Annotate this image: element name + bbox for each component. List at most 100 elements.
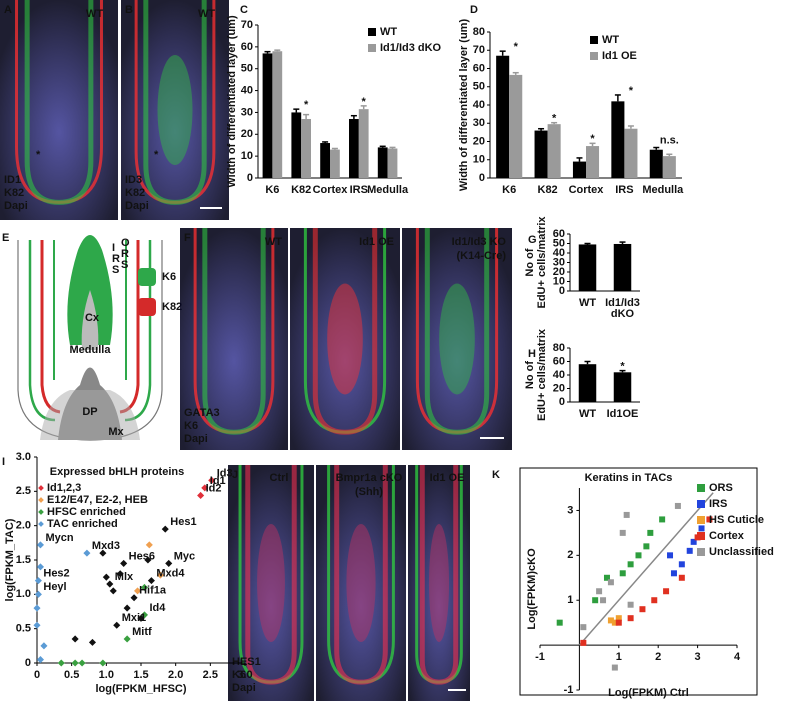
x-tick-label: K82 bbox=[538, 184, 558, 196]
x-tick-label: Cortex bbox=[569, 184, 605, 196]
x-tick-label: 2.0 bbox=[168, 669, 183, 681]
x-tick-label: WT bbox=[579, 408, 596, 420]
legend-label: WT bbox=[380, 26, 397, 38]
bar bbox=[496, 55, 510, 178]
stain-label: K82 bbox=[125, 187, 145, 199]
legend-label: Unclassified bbox=[709, 546, 774, 558]
x-tick-label: Id1OE bbox=[607, 408, 639, 420]
point bbox=[109, 587, 117, 595]
y-tick-label: 20 bbox=[553, 266, 565, 278]
y-axis-label: log(FPKM_TAC) bbox=[4, 518, 16, 601]
point bbox=[659, 516, 666, 523]
point bbox=[71, 659, 79, 667]
y-tick-label: 10 bbox=[241, 150, 253, 162]
point bbox=[706, 516, 713, 523]
point-label: Id1 bbox=[210, 475, 226, 487]
stain-label: K6 bbox=[184, 420, 198, 432]
asterisk: * bbox=[154, 149, 159, 161]
bar bbox=[272, 51, 283, 178]
y-tick-label: 3 bbox=[567, 504, 573, 516]
point bbox=[663, 588, 670, 595]
bar bbox=[611, 101, 625, 178]
y-tick-label: 50 bbox=[241, 63, 253, 75]
genotype-label: WT bbox=[265, 236, 282, 248]
x-tick-label: 3.0 bbox=[237, 669, 252, 681]
point bbox=[615, 619, 622, 626]
bar bbox=[320, 143, 330, 178]
panel-letter: D bbox=[470, 4, 478, 16]
point bbox=[651, 597, 658, 604]
genotype-label: Id1 OE bbox=[430, 472, 465, 484]
y-tick-label: 40 bbox=[553, 369, 565, 381]
legend-swatch bbox=[138, 268, 156, 286]
panel-letter: E bbox=[2, 232, 9, 244]
significance: * bbox=[590, 133, 595, 145]
panel-letter: F bbox=[184, 232, 191, 244]
point bbox=[607, 617, 614, 624]
follicle-core bbox=[346, 524, 376, 642]
x-tick-label: 2 bbox=[655, 651, 661, 663]
ors-letter: O bbox=[121, 237, 130, 249]
point-label: Hes1 bbox=[170, 516, 196, 528]
genotype-label: (Shh) bbox=[355, 486, 383, 498]
follicle-core bbox=[439, 283, 475, 395]
y-tick-label: 30 bbox=[553, 256, 565, 268]
panel-letter: C bbox=[240, 4, 248, 16]
bar bbox=[358, 109, 369, 178]
y-tick-label: 0 bbox=[559, 285, 565, 297]
legend-label: IRS bbox=[709, 498, 727, 510]
point bbox=[619, 529, 626, 536]
follicle-inner bbox=[312, 228, 378, 435]
point bbox=[674, 502, 681, 509]
bar bbox=[291, 112, 302, 178]
point bbox=[34, 590, 42, 598]
bar bbox=[330, 149, 340, 178]
region-label: Mx bbox=[108, 426, 124, 438]
point bbox=[627, 601, 634, 608]
point-label: Mxd3 bbox=[92, 540, 120, 552]
y-tick-label: 1.0 bbox=[16, 588, 31, 600]
bar bbox=[387, 148, 398, 178]
point bbox=[197, 491, 205, 499]
bar bbox=[613, 243, 632, 291]
panel-letter: B bbox=[125, 4, 133, 16]
genotype-label: WT bbox=[86, 8, 103, 20]
bar bbox=[572, 161, 586, 178]
significance: * bbox=[629, 85, 634, 97]
point bbox=[99, 549, 107, 557]
y-tick-label: 10 bbox=[553, 275, 565, 287]
panel-letter: J bbox=[232, 469, 238, 481]
x-tick-label: Medulla bbox=[367, 184, 409, 196]
follicle-inner bbox=[424, 228, 490, 435]
significance: * bbox=[552, 113, 557, 125]
point bbox=[123, 604, 131, 612]
bar bbox=[377, 147, 388, 178]
y-tick-label: 60 bbox=[473, 62, 485, 74]
point bbox=[57, 659, 65, 667]
point bbox=[116, 570, 124, 578]
bar bbox=[349, 118, 359, 178]
bar bbox=[649, 149, 663, 178]
panel-letter: G bbox=[528, 234, 537, 246]
point bbox=[556, 619, 563, 626]
point bbox=[165, 559, 173, 567]
point-label: Mycn bbox=[45, 532, 73, 544]
region-label: Cx bbox=[85, 312, 100, 324]
irs-letter: S bbox=[112, 264, 119, 276]
micrograph bbox=[402, 228, 512, 450]
point bbox=[667, 552, 674, 559]
y-tick-label: 70 bbox=[473, 44, 485, 56]
follicle-core bbox=[157, 55, 193, 165]
y-tick-label: 10 bbox=[473, 154, 485, 166]
y-tick-label: 50 bbox=[553, 237, 565, 249]
x-tick-label: 0 bbox=[34, 669, 40, 681]
stain-label: ID1 bbox=[4, 174, 21, 186]
legend-label: HFSC enriched bbox=[47, 506, 126, 518]
legend-swatch bbox=[697, 500, 705, 508]
point bbox=[40, 642, 48, 650]
y-axis-label: Width of differentiated layer (um) bbox=[226, 15, 238, 188]
point bbox=[33, 621, 41, 629]
legend-swatch bbox=[697, 548, 705, 556]
legend-swatch bbox=[368, 44, 376, 52]
